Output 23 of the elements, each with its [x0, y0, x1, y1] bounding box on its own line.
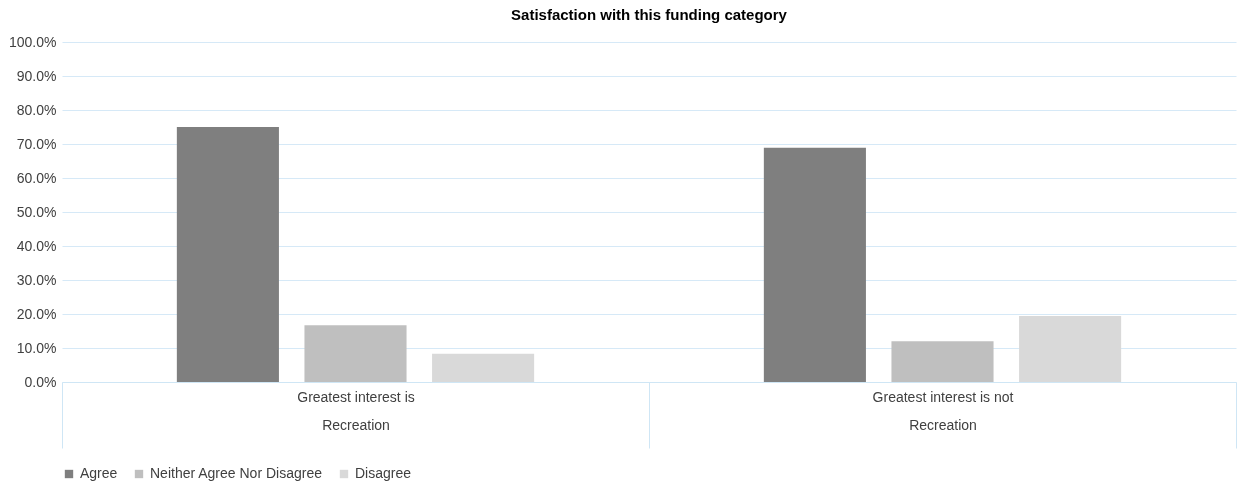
y-tick-label: 0.0%: [24, 373, 57, 390]
y-tick-label: 50.0%: [16, 203, 57, 220]
bar: [891, 341, 994, 382]
legend-label: Agree: [80, 465, 118, 481]
x-tick-label: Greatest interest is Recreation: [297, 388, 415, 433]
y-tick-label: 10.0%: [16, 339, 57, 356]
y-tick-label: 40.0%: [16, 237, 57, 254]
bar: [176, 127, 279, 382]
y-tick-label: 20.0%: [16, 305, 57, 322]
y-tick-label: 70.0%: [16, 135, 57, 152]
bar: [1019, 316, 1122, 382]
legend-label: Neither Agree Nor Disagree: [150, 465, 323, 481]
bar: [763, 147, 866, 382]
bar: [304, 325, 407, 382]
y-tick-label: 80.0%: [16, 101, 57, 118]
y-tick-label: 30.0%: [16, 271, 57, 288]
legend-label: Disagree: [355, 465, 412, 481]
y-tick-label: 60.0%: [16, 169, 57, 186]
y-tick-label: 90.0%: [16, 67, 57, 84]
y-tick-label: 100.0%: [9, 33, 57, 50]
bar: [432, 353, 535, 382]
x-tick-label: Greatest interest is not Recreation: [872, 388, 1014, 433]
chart-title: Satisfaction with this funding category: [511, 6, 788, 23]
